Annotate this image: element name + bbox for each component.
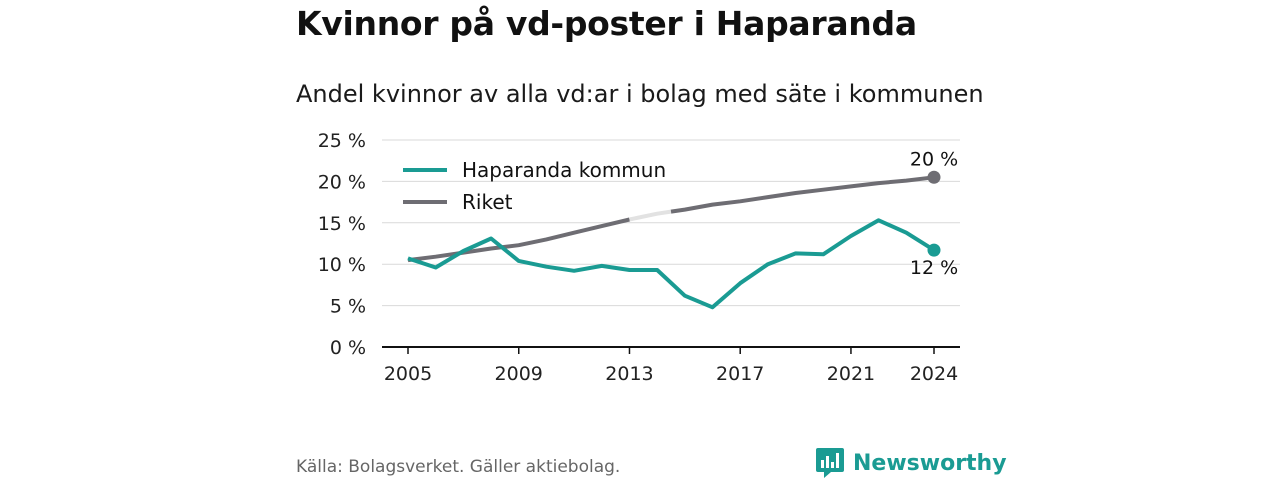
series-line-riket-gap (629, 209, 672, 222)
line-chart: 0 %5 %10 %15 %20 %25 % 2005 2009 2013 2017 2… (318, 130, 960, 385)
x-axis-ticks: 2005 2009 2013 2017 2021 2024 (384, 347, 958, 385)
y-tick-label: 10 % (318, 254, 366, 276)
x-tick-label: 2013 (605, 363, 653, 385)
x-tick-label: 2024 (910, 363, 958, 385)
y-tick-label: 25 % (318, 130, 366, 152)
series-line-riket (407, 217, 630, 263)
chart-title: Kvinnor på vd-poster i Haparanda (296, 4, 917, 43)
legend-label: Riket (462, 190, 513, 214)
end-labels: 12 % 20 % (910, 148, 958, 279)
end-point-marker (927, 170, 941, 184)
grid-lines (382, 139, 960, 307)
y-tick-label: 0 % (330, 337, 366, 359)
source-note: Källa: Bolagsverket. Gäller aktiebolag. (296, 457, 621, 477)
y-tick-label: 5 % (330, 296, 366, 318)
x-tick-label: 2021 (827, 363, 875, 385)
series-lines (407, 170, 941, 310)
x-tick-label: 2005 (384, 363, 432, 385)
y-tick-label: 15 % (318, 213, 366, 235)
newsworthy-chart-icon (816, 448, 844, 478)
series-line-riket (670, 175, 935, 214)
chart-subtitle: Andel kvinnor av alla vd:ar i bolag med … (296, 80, 984, 108)
y-axis-labels: 0 % 5 % 10 % 15 % 20 % 25 % (318, 130, 366, 359)
brand-logo: Newsworthy (815, 446, 1007, 480)
x-tick-label: 2017 (716, 363, 764, 385)
end-value-label: 12 % (910, 257, 958, 279)
legend: Haparanda kommun Riket (403, 158, 666, 214)
x-tick-label: 2009 (495, 363, 543, 385)
end-value-label: 20 % (910, 148, 958, 170)
y-tick-label: 20 % (318, 171, 366, 193)
legend-label: Haparanda kommun (462, 158, 666, 182)
brand-name: Newsworthy (853, 450, 1007, 476)
end-point-marker (927, 243, 941, 257)
series-line-haparanda (407, 218, 936, 310)
